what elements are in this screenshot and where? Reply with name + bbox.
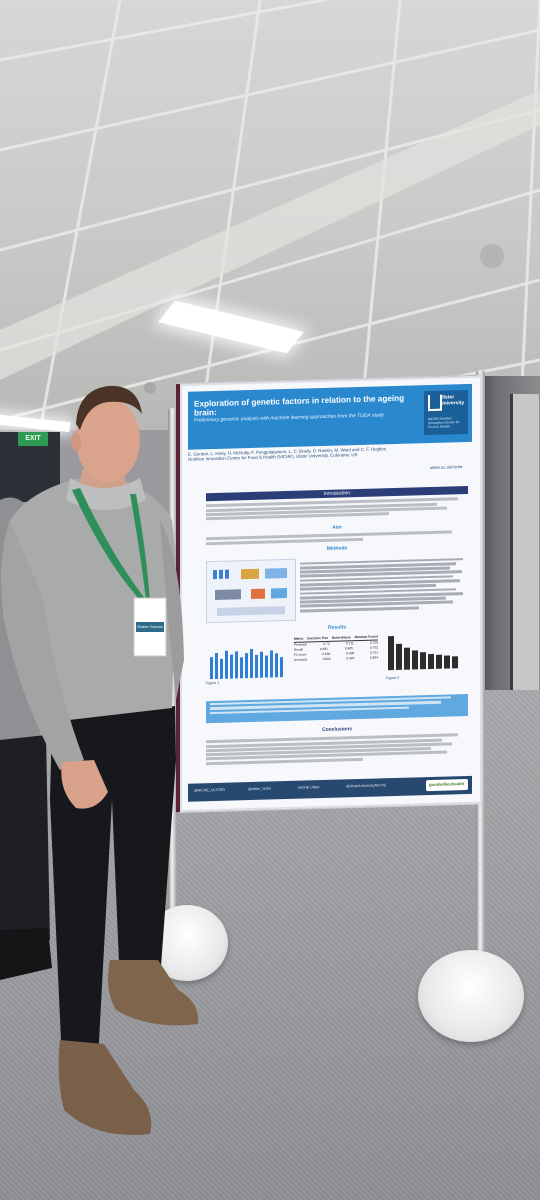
methods-figure	[206, 558, 296, 624]
badge-name: Shane Gordon	[136, 624, 164, 629]
back-wall-right	[478, 376, 540, 696]
ceiling	[0, 0, 540, 430]
stand-base-right	[418, 950, 524, 1042]
doorway	[510, 394, 539, 694]
research-poster: Exploration of genetic factors in relati…	[180, 375, 482, 812]
exit-sign: EXIT	[18, 432, 48, 446]
